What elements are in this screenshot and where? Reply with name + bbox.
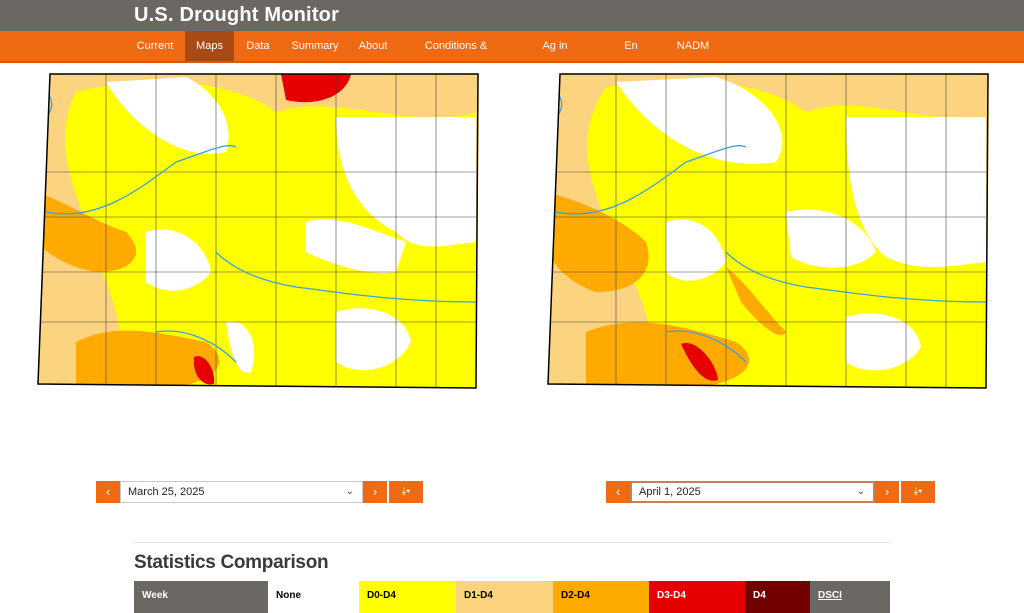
right-date-picker: ‹ April 1, 2025 ⌄ › ⤓▾: [606, 481, 935, 503]
d2-area-central: [726, 267, 786, 336]
col-d2-d4: D2-D4: [553, 581, 649, 613]
top-bar: U.S. Drought Monitor: [0, 0, 1024, 31]
none-area-east: [306, 219, 406, 273]
col-none: None: [268, 581, 359, 613]
left-date-value: March 25, 2025: [128, 486, 205, 498]
right-download-button[interactable]: ⤓▾: [901, 481, 935, 503]
nav-maps[interactable]: Maps: [185, 31, 234, 61]
chevron-down-icon: ⌄: [856, 486, 865, 497]
nav-current[interactable]: Current: [136, 40, 174, 52]
none-area-central: [146, 229, 211, 291]
county-lines: [548, 74, 986, 388]
col-d1-d4: D1-D4: [456, 581, 553, 613]
nav-about[interactable]: About: [358, 40, 388, 52]
stats-title: Statistics Comparison: [134, 552, 329, 573]
none-area-central: [666, 219, 726, 281]
right-prev-week-button[interactable]: ‹: [606, 481, 630, 503]
none-area-north: [616, 77, 783, 164]
none-area-se: [846, 313, 921, 371]
state-outline: [37, 73, 479, 389]
county-lines: [38, 74, 476, 388]
d2-area-south: [76, 330, 220, 388]
section-divider: [134, 542, 890, 543]
col-d4: D4: [745, 581, 810, 613]
left-date-picker: ‹ March 25, 2025 ⌄ › ⤓▾: [96, 481, 423, 503]
col-d3-d4: D3-D4: [649, 581, 745, 613]
drought-map-right: [547, 73, 989, 389]
right-next-week-button[interactable]: ›: [875, 481, 899, 503]
chevron-down-icon: ⌄: [345, 486, 354, 497]
d2-area: [38, 192, 136, 272]
none-area-ne: [846, 117, 986, 267]
none-area-se: [336, 308, 411, 371]
nav-ag-in-drought[interactable]: Ag in Drought: [535, 40, 575, 82]
left-date-select[interactable]: March 25, 2025 ⌄: [120, 481, 363, 503]
nav-data[interactable]: Data: [246, 40, 270, 52]
nav-nadm[interactable]: NADM: [676, 40, 710, 52]
col-dsci[interactable]: DSCI: [810, 581, 890, 613]
none-area-east: [786, 209, 876, 268]
right-date-value: April 1, 2025: [639, 486, 701, 498]
nav-en-espanol[interactable]: En Español: [611, 40, 651, 82]
left-download-button[interactable]: ⤓▾: [389, 481, 423, 503]
none-area-sw: [226, 321, 255, 373]
none-area-ne: [336, 117, 476, 247]
drought-map-left: [37, 73, 479, 389]
d3-area-north: [281, 74, 351, 103]
col-week: Week: [134, 581, 268, 613]
right-date-select[interactable]: April 1, 2025 ⌄: [630, 481, 875, 503]
nav-summary[interactable]: Summary: [291, 40, 339, 52]
river-lines: [45, 91, 477, 363]
col-d0-d4: D0-D4: [359, 581, 456, 613]
main-nav: Current Maps Data Summary About Conditio…: [0, 31, 1024, 82]
state-outline: [547, 73, 989, 389]
d3-area-south: [681, 343, 718, 381]
left-next-week-button[interactable]: ›: [363, 481, 387, 503]
site-title[interactable]: U.S. Drought Monitor: [134, 4, 340, 26]
nav-conditions-outlooks[interactable]: Conditions & Outlooks: [424, 40, 488, 82]
left-prev-week-button[interactable]: ‹: [96, 481, 120, 503]
stats-table-header: Week None D0-D4 D1-D4 D2-D4 D3-D4 D4 DSC…: [134, 581, 890, 613]
none-area-north: [106, 77, 229, 154]
d3-area-south: [193, 356, 215, 385]
